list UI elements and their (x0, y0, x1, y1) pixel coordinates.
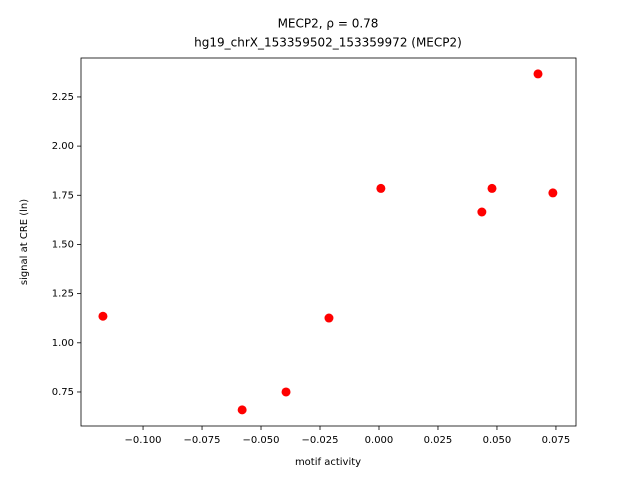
y-tick-label: 2.25 (52, 92, 74, 103)
y-tick-label: 2.00 (52, 141, 74, 152)
y-tick-label: 0.75 (52, 387, 74, 398)
x-tick-label: −0.075 (184, 435, 221, 446)
point (376, 183, 386, 193)
y-tick-label: 1.75 (52, 190, 74, 201)
chart-subtitle: hg19_chrX_153359502_153359972 (MECP2) (194, 36, 462, 50)
point (281, 387, 291, 397)
x-tick-label: 0.025 (424, 435, 453, 446)
y-tick-label: 1.00 (52, 338, 74, 349)
x-tick-label: 0.050 (483, 435, 512, 446)
point (533, 69, 543, 79)
x-tick-label: −0.050 (243, 435, 280, 446)
chart-title: MECP2, ρ = 0.78 (278, 17, 379, 31)
point (487, 183, 497, 193)
point (324, 313, 334, 323)
y-axis-label: signal at CRE (ln) (19, 199, 30, 285)
x-axis-label: motif activity (295, 457, 361, 468)
x-tick-label: −0.100 (125, 435, 162, 446)
x-tick-label: 0.075 (542, 435, 571, 446)
plot-frame (80, 57, 577, 427)
point (477, 207, 487, 217)
point (237, 405, 247, 415)
y-tick-label: 1.25 (52, 289, 74, 300)
y-tick-label: 1.50 (52, 239, 74, 250)
x-tick-label: 0.000 (365, 435, 394, 446)
point (98, 311, 108, 321)
x-tick-label: −0.025 (301, 435, 338, 446)
point (548, 188, 558, 198)
